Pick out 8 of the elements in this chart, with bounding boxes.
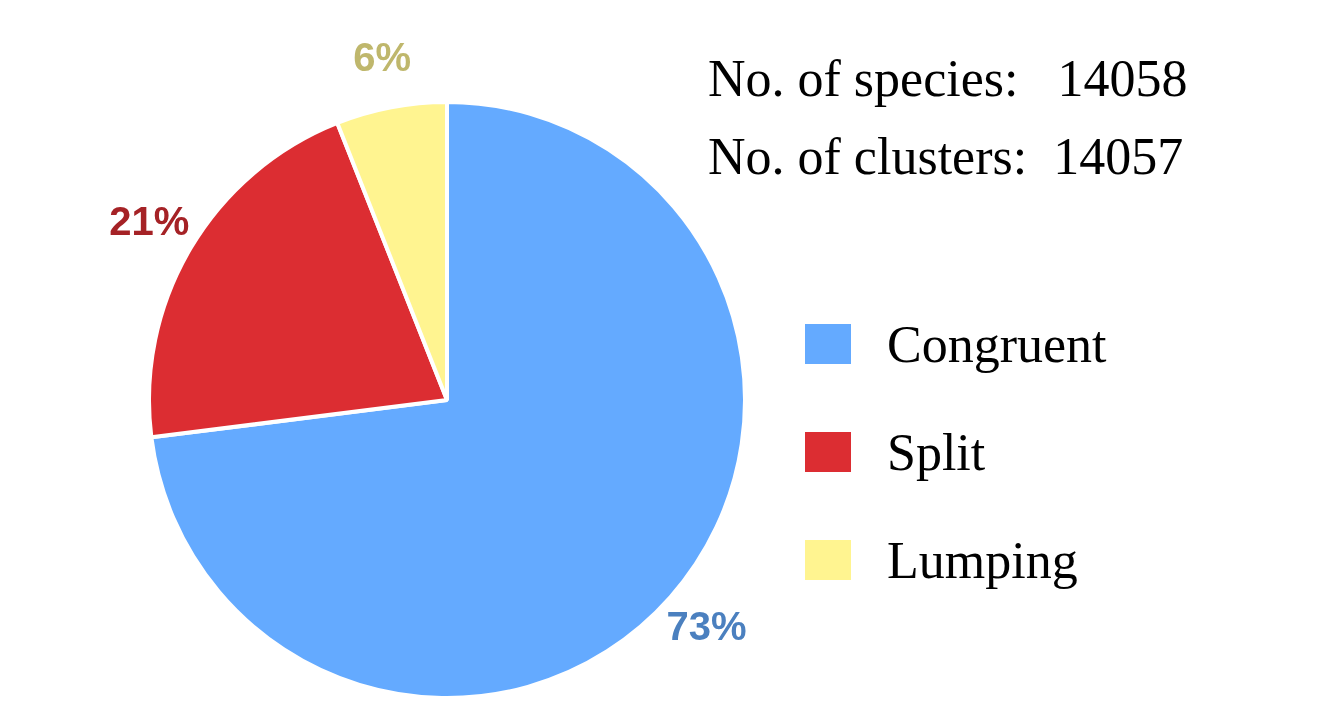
text: No. of species: 14058 — [708, 49, 1188, 109]
data-label: 73% — [666, 603, 747, 648]
text: No. of clusters: 14057 — [708, 127, 1185, 187]
legend-label: Lumping — [887, 530, 1078, 590]
data-label: 6% — [353, 35, 412, 80]
legend-label: Split — [887, 422, 986, 482]
data-label: 21% — [109, 198, 190, 243]
legend-label: Congruent — [887, 314, 1107, 374]
